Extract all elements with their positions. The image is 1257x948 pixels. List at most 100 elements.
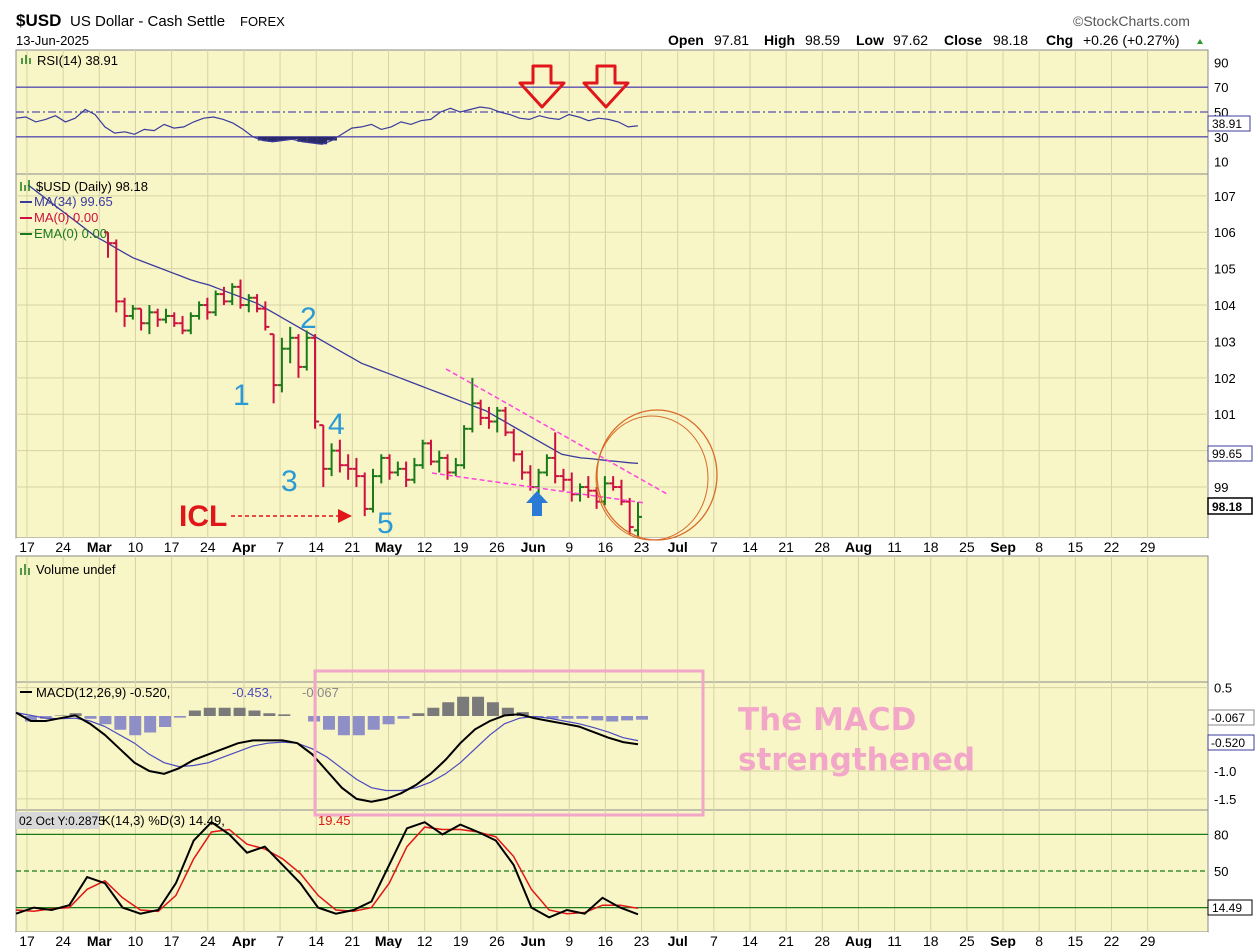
macd-histogram-bar — [546, 716, 559, 719]
x-axis-tick-label: Apr — [232, 933, 257, 948]
macd-histogram-bar — [144, 716, 157, 733]
rsi-tick-label: 30 — [1214, 130, 1228, 145]
x-axis-tick-label: 9 — [565, 933, 573, 948]
ohlc-bar — [418, 439, 427, 469]
ohlc-bar — [261, 301, 270, 331]
x-axis-tick-label: 21 — [778, 539, 794, 555]
macd-histogram-bar — [472, 696, 485, 716]
quote-readout: Open 97.81 High 98.59 Low 97.62 Close 98… — [668, 32, 1203, 48]
macd-histogram-bar — [263, 713, 276, 716]
up-triangle-icon — [1197, 39, 1203, 44]
stoch-panel: 02 Oct Y:0.2875 K(14,3) %D(3) 14.49, 19.… — [15, 812, 1253, 919]
chart-exchange: FOREX — [240, 14, 285, 29]
macd-hist-tag: -0.067 — [1207, 709, 1255, 726]
close-value-tag: 98.18 — [1207, 497, 1253, 515]
price-tick-label: 103 — [1214, 334, 1236, 349]
rsi-oversold-segment — [297, 136, 308, 142]
price-legend-icon — [20, 180, 30, 191]
x-axis-tick-label: 14 — [742, 933, 758, 948]
x-axis-tick-label: 26 — [489, 539, 505, 555]
rsi-oversold-segment — [267, 136, 278, 142]
x-axis-tick-label: 24 — [55, 933, 71, 948]
ohlc-bar — [377, 454, 386, 484]
x-axis-tick-label: 28 — [815, 933, 831, 948]
x-axis-tick-label: May — [375, 933, 402, 948]
macd-legend-signal: -0.453, — [232, 685, 272, 700]
high-value: 98.59 — [805, 32, 840, 48]
x-axis-tick-label: 16 — [598, 933, 614, 948]
x-axis-tick-label: 7 — [710, 539, 718, 555]
ohlc-bar — [435, 450, 444, 473]
chg-value: +0.26 (+0.27%) — [1083, 32, 1180, 48]
rsi-legend: RSI(14) 38.91 — [21, 53, 118, 68]
ohlc-bar — [170, 312, 179, 327]
x-axis-tick-label: 8 — [1035, 539, 1043, 555]
macd-histogram-bar — [367, 716, 380, 730]
ohlc-bar — [551, 432, 560, 484]
ohlc-bar — [302, 330, 311, 371]
circle-inner — [595, 415, 709, 541]
ohlc-bar — [153, 308, 162, 327]
x-axis-tick-label: 22 — [1104, 933, 1120, 948]
ohlc-bar — [161, 308, 170, 324]
ohlc-bar — [509, 428, 518, 462]
ohlc-bar — [311, 334, 320, 429]
macd-histogram-bar — [352, 716, 365, 736]
macd-legend-main: MACD(12,26,9) -0.520, — [36, 685, 170, 700]
volume-panel-bg — [15, 555, 1209, 683]
stoch-axis: 80 50 — [1214, 827, 1228, 879]
price-panel-bg — [15, 173, 1209, 539]
macd-value-tag: -0.520 — [1207, 734, 1255, 751]
icl-annotation: ICL — [179, 500, 352, 533]
x-axis-tick-label: Mar — [87, 539, 112, 555]
open-value: 97.81 — [714, 32, 749, 48]
ma-value-tag: 99.65 — [1207, 445, 1253, 462]
price-tick-label: 102 — [1214, 371, 1236, 386]
ohlc-bar — [186, 312, 195, 335]
stoch-tick-label: 50 — [1214, 864, 1228, 879]
x-axis-bottom: 17 24 Mar 10 17 24 Apr 7 14 21 May 12 19 26 Jun 9 16 23 Ju… — [19, 933, 1155, 948]
xaxis-strip-bg — [16, 538, 1208, 556]
x-axis-tick-label: 17 — [19, 539, 35, 555]
macd-histogram-bar — [606, 716, 619, 722]
down-arrow-icon — [582, 64, 630, 109]
x-axis-tick-label: 7 — [276, 539, 284, 555]
stoch-legend: 02 Oct Y:0.2875 K(14,3) %D(3) 14.49, 19.… — [16, 812, 351, 829]
x-axis-tick-label: 23 — [634, 539, 650, 555]
ohlc-bar — [584, 476, 593, 498]
macd-histogram-bar — [218, 707, 231, 716]
trend-channel — [431, 368, 668, 504]
macd-histogram-bar — [84, 716, 97, 719]
ohlc-bar — [385, 454, 394, 480]
ohlc-bar — [460, 425, 469, 469]
macd-histogram-bar — [501, 707, 514, 716]
macd-histogram-bar — [382, 716, 395, 725]
ohlc-bar — [625, 497, 634, 535]
x-axis-tick-label: 17 — [19, 933, 35, 948]
cursor-readout: 02 Oct Y:0.2875 — [19, 814, 105, 828]
wave-label-2: 2 — [300, 302, 317, 335]
low-value: 97.62 — [893, 32, 928, 48]
chart-brand: ©StockCharts.com — [1073, 13, 1190, 29]
stoch-d-line — [15, 826, 639, 915]
x-axis-tick-label: 24 — [200, 539, 216, 555]
wave-label-4: 4 — [328, 408, 345, 441]
macd-histogram-bar — [248, 710, 261, 716]
rsi-oversold-segment — [287, 136, 298, 140]
macd-histogram-bar — [278, 714, 291, 716]
rsi-oversold-segment — [277, 136, 288, 141]
ohlc-bar — [294, 334, 303, 378]
wave-label-1: 1 — [233, 379, 250, 412]
ohlc-bar — [559, 468, 568, 491]
macd-value-tag-box — [1207, 734, 1255, 751]
ohlc-bar — [286, 326, 295, 364]
x-axis-tick-label: 11 — [887, 933, 902, 948]
rsi-tick-label: 70 — [1214, 80, 1228, 95]
rsi-oversold-segment — [326, 136, 337, 141]
ohlc-bar — [219, 286, 228, 306]
macd-histogram-bar — [636, 716, 648, 720]
macd-histogram-bar — [24, 716, 37, 722]
x-axis-tick-label: 12 — [417, 539, 433, 555]
x-axis-tick-label: Mar — [87, 933, 112, 948]
